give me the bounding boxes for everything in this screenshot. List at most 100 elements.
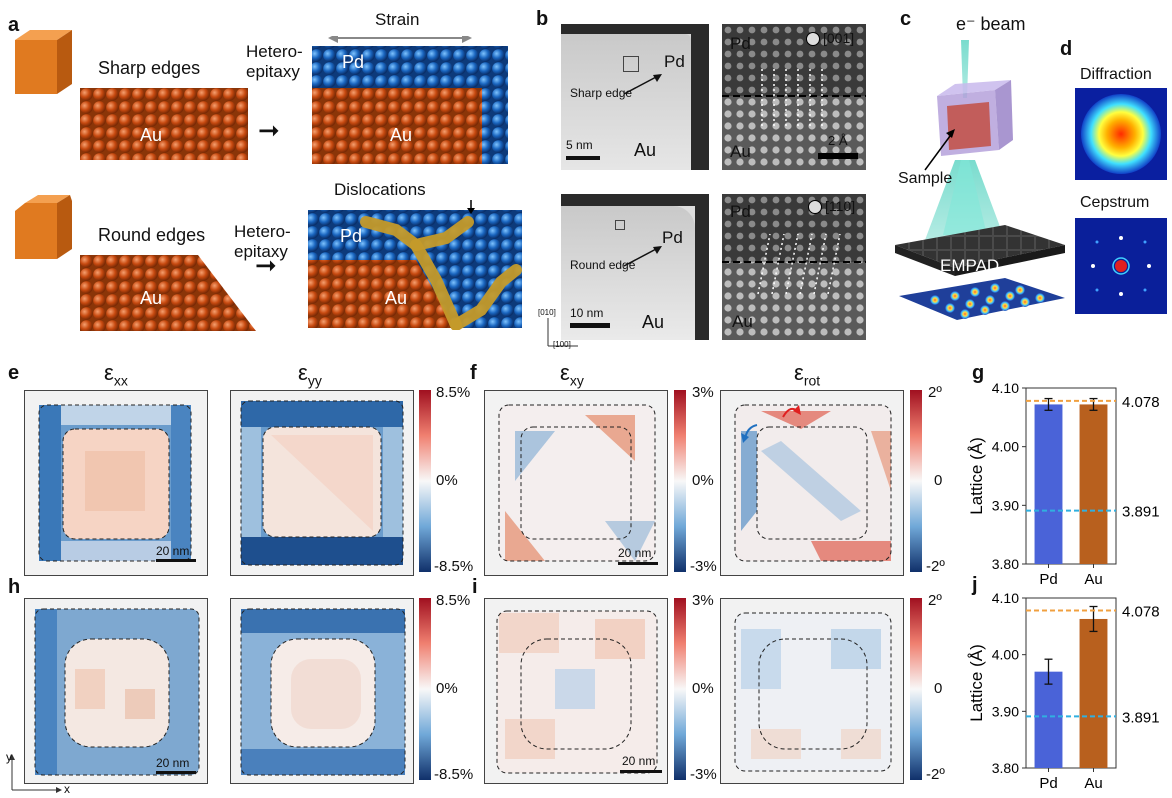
colorbar-i xyxy=(674,598,686,780)
cbar-rot2-mid: 0 xyxy=(934,680,943,697)
exy-title: εxy xyxy=(560,360,584,389)
au-label-bottom-right: Au xyxy=(385,288,408,308)
scale-bar-5nm-label: 5 nm xyxy=(566,138,593,152)
dislocations-label: Dislocations xyxy=(334,180,426,199)
eyy-map-round xyxy=(230,598,414,784)
colorbar-h xyxy=(419,598,431,780)
pd-label-b2: Pd xyxy=(730,34,751,53)
sample-label: Sample xyxy=(898,170,953,187)
scale-bar-f xyxy=(618,562,658,565)
au-label-b1: Au xyxy=(634,140,657,160)
au-label-b4: Au xyxy=(732,312,753,331)
x-tick-label-pd: Pd xyxy=(1039,775,1057,792)
stem-image-sharp xyxy=(561,24,709,170)
zone-axis-icon xyxy=(806,32,820,46)
sharp-edges-label: Sharp edges xyxy=(98,58,201,78)
bar-au xyxy=(1079,404,1108,564)
au-lattice-round-left xyxy=(80,255,256,331)
cbar-h-top: 8.5% xyxy=(436,592,471,609)
round-edges-label: Round edges xyxy=(98,225,206,245)
cbar-f-bot: -3% xyxy=(690,558,717,575)
sharp-edge-arrow xyxy=(623,74,662,95)
scale-bar-e xyxy=(156,559,196,562)
eyy-title: εyy xyxy=(298,360,322,389)
e-beam-label: e⁻ beam xyxy=(956,14,1026,34)
zone-axis-110: [110] xyxy=(825,198,856,214)
cbar-f-top: 3% xyxy=(692,384,714,401)
scale-bar-label-e: 20 nm xyxy=(156,544,190,558)
round-edge-label: Round edge xyxy=(570,258,636,272)
exy-map-sharp xyxy=(484,390,668,576)
cbar-rot-mid: 0 xyxy=(934,472,943,489)
heteroepitaxy-label-bottom: Hetero- epitaxy xyxy=(234,222,291,261)
zone-axis-001: [001] xyxy=(823,30,855,46)
plot-frame xyxy=(1025,597,1117,769)
ref-line-label-1: 3.891 xyxy=(1122,504,1160,521)
cbar-e-mid: 0% xyxy=(436,472,458,489)
cbar-h-mid: 0% xyxy=(436,680,458,697)
erot-map-sharp xyxy=(720,390,904,576)
au-label-b3: Au xyxy=(642,312,665,332)
colorbar-f xyxy=(674,390,686,572)
panel-label-i: i xyxy=(472,576,478,598)
panel-label-e: e xyxy=(8,362,20,384)
cbar-h-bot: -8.5% xyxy=(434,766,474,783)
panel-label-b: b xyxy=(536,8,549,30)
scale-bar-label-f: 20 nm xyxy=(618,546,652,560)
empad-label: EMPAD xyxy=(940,256,1000,275)
erot-title: εrot xyxy=(794,360,821,389)
lattice-chart-g: 3.80 3.90 4.00 4.10 Lattice (Å) Pd Au 4.078 3.89… xyxy=(967,380,1160,588)
cbar-rot2-top: 2º xyxy=(928,592,942,609)
arrow-right-icon: ➞ xyxy=(258,115,280,145)
haadf-image-110 xyxy=(722,194,866,340)
stem-image-round xyxy=(561,194,709,340)
cbar-i-bot: -3% xyxy=(690,766,717,783)
x-tick-label-pd: Pd xyxy=(1039,571,1057,588)
diffraction-pattern xyxy=(1075,88,1167,180)
scale-bar-2a-label: 2 Å xyxy=(828,133,848,148)
pd-label-b1: Pd xyxy=(664,52,685,71)
axis-x-label: x xyxy=(64,782,70,796)
scale-bar-10nm xyxy=(570,323,610,328)
diffraction-label: Diffraction xyxy=(1080,66,1152,83)
arrow-right-icon-2: ➞ xyxy=(255,250,277,280)
au-label-bottom-left: Au xyxy=(140,288,163,308)
panel-label-f: f xyxy=(470,362,477,384)
bar-pd xyxy=(1034,404,1063,564)
exx-title: εxx xyxy=(104,360,128,389)
cepstrum-pattern xyxy=(1075,218,1167,314)
erot-map-round xyxy=(720,598,904,784)
bar-au xyxy=(1079,618,1108,768)
scale-bar-label-i: 20 nm xyxy=(622,754,656,768)
cbar-e-top: 8.5% xyxy=(436,384,471,401)
au-label-top-right: Au xyxy=(390,125,413,145)
cube-round-icon xyxy=(15,195,72,259)
strain-label: Strain xyxy=(375,10,420,29)
y-tick-label-2: 4.00 xyxy=(992,647,1019,663)
cbar-rot2-bot: -2º xyxy=(926,766,945,783)
cbar-i-top: 3% xyxy=(692,592,714,609)
scale-bar-h xyxy=(156,771,196,774)
x-tick-label-au: Au xyxy=(1084,571,1102,588)
scale-bar-i xyxy=(620,770,662,773)
y-tick-label-0: 3.80 xyxy=(992,760,1019,776)
panel-label-g: g xyxy=(972,362,985,384)
au-label-b2: Au xyxy=(730,142,751,161)
ref-line-label-0: 4.078 xyxy=(1122,394,1160,411)
axis-100-label: [100] xyxy=(553,340,571,349)
crystal-axes-icon xyxy=(547,318,578,347)
sharp-edge-label: Sharp edge xyxy=(570,86,633,100)
au-lattice-sharp-left xyxy=(80,88,248,160)
xy-axes-icon xyxy=(9,754,62,793)
scale-bar-5nm xyxy=(566,156,600,160)
cbar-rot-top: 2º xyxy=(928,384,942,401)
cbar-rot-bot: -2º xyxy=(926,558,945,575)
exy-map-round xyxy=(484,598,668,784)
y-tick-label-3: 4.10 xyxy=(992,590,1019,606)
pd-au-lattice-sharp xyxy=(312,36,508,164)
ref-line-label-0: 4.078 xyxy=(1122,603,1160,620)
y-axis-label: Lattice (Å) xyxy=(967,437,986,514)
lattice-chart-j: 3.80 3.90 4.00 4.10 Lattice (Å) Pd Au 4.078 3.89… xyxy=(967,590,1160,792)
plot-frame xyxy=(1025,387,1117,565)
scale-bar-label-h: 20 nm xyxy=(156,756,190,770)
